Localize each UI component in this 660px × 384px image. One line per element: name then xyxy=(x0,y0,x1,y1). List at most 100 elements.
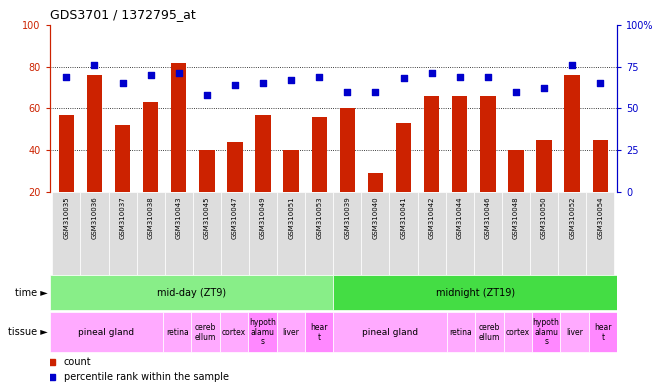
Text: GSM310035: GSM310035 xyxy=(63,196,69,239)
Point xyxy=(398,75,409,81)
Text: percentile rank within the sample: percentile rank within the sample xyxy=(63,372,228,382)
Bar xyxy=(221,192,249,275)
Bar xyxy=(537,140,552,192)
Bar xyxy=(532,312,560,353)
Text: GSM310040: GSM310040 xyxy=(372,196,378,239)
Text: GSM310050: GSM310050 xyxy=(541,196,547,239)
Bar xyxy=(86,75,102,192)
Text: hear
t: hear t xyxy=(594,323,612,341)
Bar xyxy=(362,192,389,275)
Bar xyxy=(191,312,220,353)
Bar xyxy=(50,275,333,310)
Text: GSM310042: GSM310042 xyxy=(428,196,435,238)
Text: cereb
ellum: cereb ellum xyxy=(478,323,500,341)
Point xyxy=(89,62,100,68)
Point xyxy=(174,70,184,76)
Text: cereb
ellum: cereb ellum xyxy=(195,323,216,341)
Text: cortex: cortex xyxy=(506,328,530,337)
Text: GSM310044: GSM310044 xyxy=(457,196,463,238)
Bar xyxy=(305,312,333,353)
Bar xyxy=(508,150,523,192)
Bar xyxy=(475,312,504,353)
Bar xyxy=(277,312,305,353)
Text: hear
t: hear t xyxy=(310,323,328,341)
Text: cortex: cortex xyxy=(222,328,246,337)
Bar xyxy=(502,192,530,275)
Bar xyxy=(283,150,299,192)
Bar xyxy=(558,192,586,275)
Bar xyxy=(446,192,474,275)
Point xyxy=(314,74,325,80)
Bar xyxy=(255,115,271,192)
Text: time ►: time ► xyxy=(15,288,48,298)
Point xyxy=(61,74,72,80)
Bar xyxy=(199,150,214,192)
Bar xyxy=(333,312,447,353)
Text: hypoth
alamu
s: hypoth alamu s xyxy=(533,318,560,346)
Bar xyxy=(480,96,496,192)
Text: GSM310036: GSM310036 xyxy=(92,196,98,239)
Bar xyxy=(81,192,108,275)
Bar xyxy=(560,312,589,353)
Point xyxy=(455,74,465,80)
Bar xyxy=(530,192,558,275)
Bar xyxy=(593,140,608,192)
Text: GSM310043: GSM310043 xyxy=(176,196,182,239)
Bar xyxy=(220,312,248,353)
Bar xyxy=(589,312,617,353)
Text: GSM310041: GSM310041 xyxy=(401,196,407,239)
Text: GSM310037: GSM310037 xyxy=(119,196,125,239)
Point xyxy=(567,62,578,68)
Text: midnight (ZT19): midnight (ZT19) xyxy=(436,288,515,298)
Bar xyxy=(108,192,137,275)
Text: retina: retina xyxy=(166,328,189,337)
Bar xyxy=(333,192,362,275)
Bar xyxy=(474,192,502,275)
Point xyxy=(511,89,521,95)
Bar xyxy=(165,192,193,275)
Text: liver: liver xyxy=(282,328,299,337)
Bar xyxy=(249,192,277,275)
Text: hypoth
alamu
s: hypoth alamu s xyxy=(249,318,276,346)
Point xyxy=(117,80,128,86)
Bar xyxy=(389,192,418,275)
Bar xyxy=(248,312,277,353)
Bar xyxy=(504,312,532,353)
Bar xyxy=(115,125,130,192)
Point xyxy=(426,70,437,76)
Point xyxy=(370,89,381,95)
Point xyxy=(145,72,156,78)
Point xyxy=(286,77,296,83)
Text: tissue ►: tissue ► xyxy=(9,327,48,337)
Bar xyxy=(52,192,81,275)
Bar xyxy=(193,192,221,275)
Point xyxy=(595,80,605,86)
Bar xyxy=(59,115,74,192)
Bar xyxy=(143,102,158,192)
Text: GSM310049: GSM310049 xyxy=(260,196,266,239)
Text: GSM310045: GSM310045 xyxy=(204,196,210,238)
Text: GSM310052: GSM310052 xyxy=(569,196,575,238)
Bar xyxy=(340,108,355,192)
Bar xyxy=(424,96,440,192)
Bar xyxy=(447,312,475,353)
Text: liver: liver xyxy=(566,328,583,337)
Text: GSM310039: GSM310039 xyxy=(345,196,350,239)
Text: retina: retina xyxy=(449,328,473,337)
Bar xyxy=(586,192,614,275)
Text: mid-day (ZT9): mid-day (ZT9) xyxy=(157,288,226,298)
Bar xyxy=(137,192,165,275)
Point xyxy=(258,80,269,86)
Text: pineal gland: pineal gland xyxy=(362,328,418,337)
Point xyxy=(201,92,212,98)
Text: GSM310047: GSM310047 xyxy=(232,196,238,239)
Bar xyxy=(227,142,243,192)
Bar xyxy=(277,192,305,275)
Text: GSM310048: GSM310048 xyxy=(513,196,519,239)
Point xyxy=(230,82,240,88)
Bar xyxy=(312,117,327,192)
Bar xyxy=(418,192,446,275)
Bar xyxy=(163,312,191,353)
Point xyxy=(342,89,352,95)
Bar xyxy=(396,123,411,192)
